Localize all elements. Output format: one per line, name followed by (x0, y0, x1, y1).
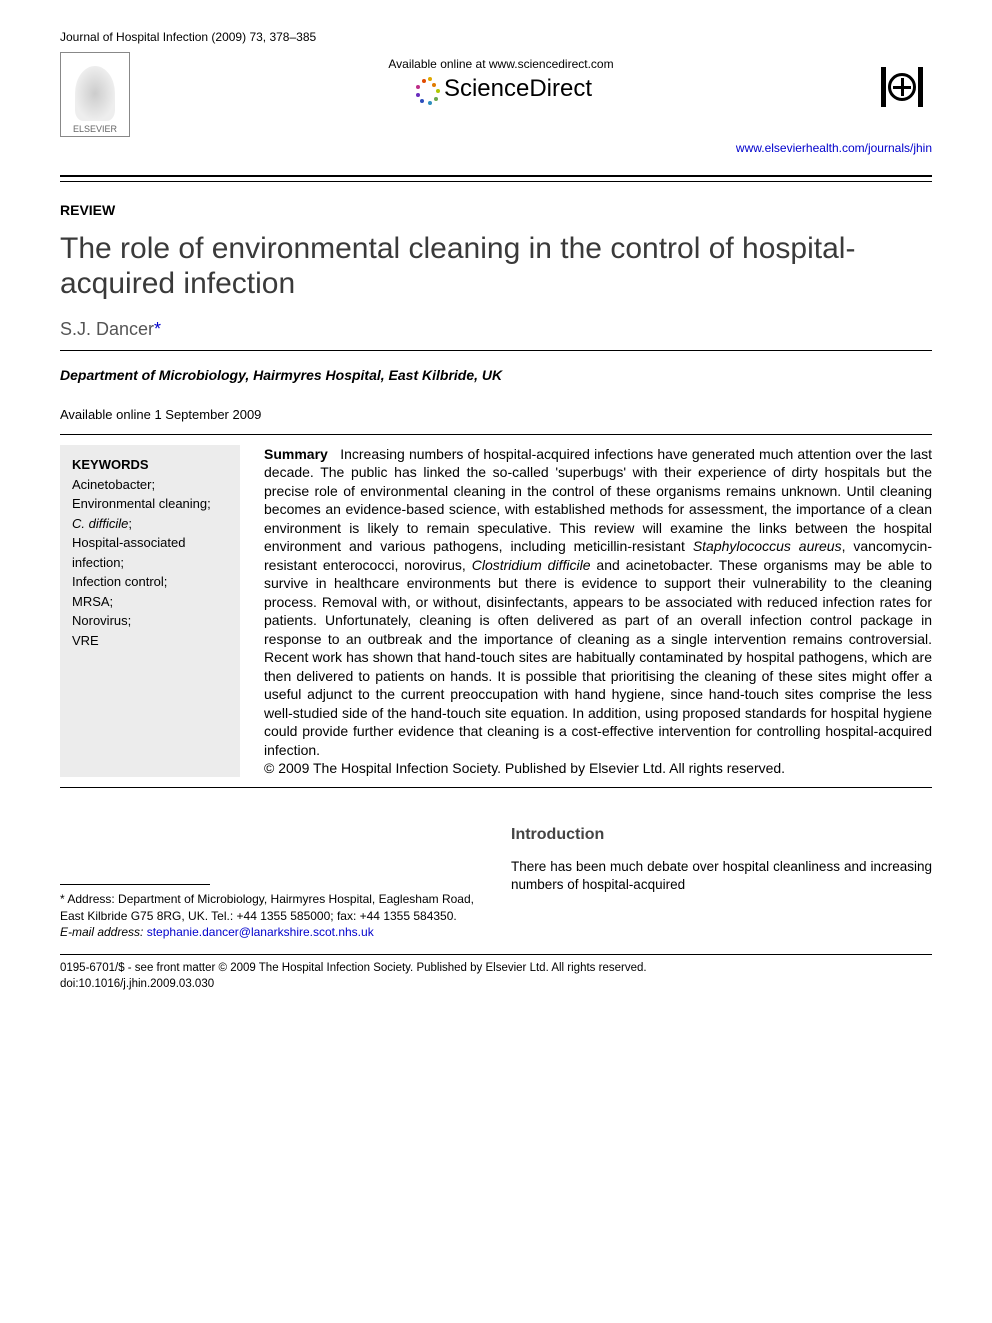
rule-above-abstract (60, 434, 932, 435)
elsevier-label: ELSEVIER (73, 124, 117, 134)
article-type: REVIEW (60, 202, 932, 218)
summary-heading: Summary (264, 446, 328, 462)
article-title: The role of environmental cleaning in th… (60, 232, 932, 301)
footer-block: 0195-6701/$ - see front matter © 2009 Th… (60, 961, 932, 992)
rule-below-abstract (60, 787, 932, 788)
intro-text: There has been much debate over hospital… (511, 858, 932, 894)
header-row: ELSEVIER Available online at www.science… (60, 52, 932, 137)
sciencedirect-logo: ScienceDirect (410, 75, 592, 103)
right-column: Introduction There has been much debate … (511, 824, 932, 940)
footer-line1: 0195-6701/$ - see front matter © 2009 Th… (60, 962, 647, 974)
abstract-row: KEYWORDS Acinetobacter;Environmental cle… (60, 445, 932, 777)
header-center: Available online at www.sciencedirect.co… (130, 52, 872, 106)
left-column: * Address: Department of Microbiology, H… (60, 824, 481, 940)
affiliation: Department of Microbiology, Hairmyres Ho… (60, 367, 932, 383)
corr-email-label: E-mail address: (60, 925, 143, 939)
rule-top-thin (60, 181, 932, 182)
sciencedirect-burst-icon (410, 75, 438, 103)
intro-heading: Introduction (511, 824, 932, 846)
two-column-region: * Address: Department of Microbiology, H… (60, 824, 932, 940)
correspondence-block: * Address: Department of Microbiology, H… (60, 891, 481, 940)
keywords-box: KEYWORDS Acinetobacter;Environmental cle… (60, 445, 240, 777)
society-icon (881, 67, 923, 107)
journal-reference: Journal of Hospital Infection (2009) 73,… (60, 30, 932, 44)
correspondence-rule (60, 884, 210, 885)
available-online-text: Available online at www.sciencedirect.co… (130, 57, 872, 71)
corr-email-link[interactable]: stephanie.dancer@lanarkshire.scot.nhs.uk (147, 925, 374, 939)
corr-address: Department of Microbiology, Hairmyres Ho… (60, 892, 474, 922)
author-name: S.J. Dancer (60, 319, 154, 339)
journal-url-link[interactable]: www.elsevierhealth.com/journals/jhin (60, 141, 932, 155)
summary-body: Increasing numbers of hospital-acquired … (264, 446, 932, 758)
footer-doi: doi:10.1016/j.jhin.2009.03.030 (60, 978, 214, 990)
author-line: S.J. Dancer* (60, 319, 932, 340)
summary-block: Summary Increasing numbers of hospital-a… (264, 445, 932, 777)
footer-rule (60, 954, 932, 955)
corr-address-label: * Address: (60, 892, 115, 906)
keywords-heading: KEYWORDS (72, 455, 228, 475)
available-date: Available online 1 September 2009 (60, 407, 932, 422)
sciencedirect-text: ScienceDirect (444, 75, 592, 103)
society-logo (872, 52, 932, 122)
summary-copyright: © 2009 The Hospital Infection Society. P… (264, 760, 785, 776)
author-asterisk[interactable]: * (154, 319, 161, 339)
rule-author (60, 350, 932, 351)
elsevier-tree-icon (75, 66, 115, 121)
keywords-items: Acinetobacter;Environmental cleaning;C. … (72, 475, 228, 651)
elsevier-logo: ELSEVIER (60, 52, 130, 137)
rule-top-thick (60, 175, 932, 177)
